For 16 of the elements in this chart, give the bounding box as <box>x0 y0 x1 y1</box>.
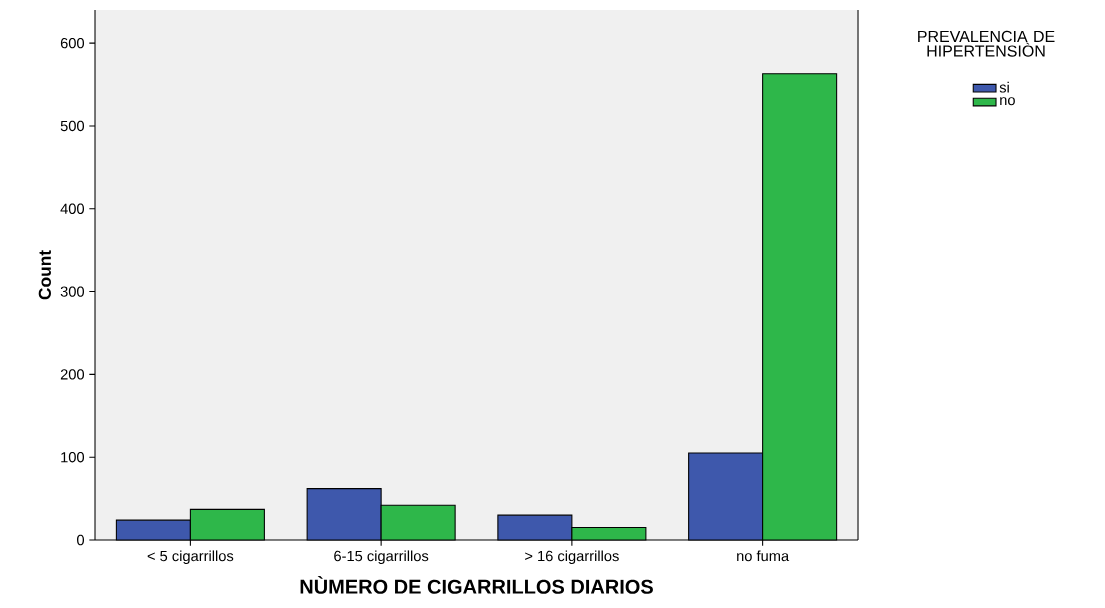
y-tick-label: 500 <box>60 120 85 132</box>
x-tick-label: < 5 cigarrillos <box>147 550 234 565</box>
x-tick-label: 6-15 cigarrillos <box>334 550 429 565</box>
y-tick-label: 300 <box>60 286 85 297</box>
x-tick-label: > 16 cigarrillos <box>525 550 619 565</box>
legend-title: PREVALENCIA DE HIPERTENSIÒN <box>918 30 1055 57</box>
y-tick-label: 200 <box>60 369 85 380</box>
legend-label: si <box>999 81 1009 93</box>
y-tick-label: 600 <box>60 37 85 49</box>
x-tick-label: no fuma <box>737 550 790 562</box>
y-tick-label: 100 <box>61 452 85 463</box>
legend-label: no <box>1000 97 1015 106</box>
x-axis-title: NÙMERO DE CIGARRILLOS DIARIOS <box>300 575 653 594</box>
y-tick-label: 400 <box>60 203 85 214</box>
y-tick-label: 0 <box>77 534 85 546</box>
y-axis-title: Count <box>38 250 51 300</box>
